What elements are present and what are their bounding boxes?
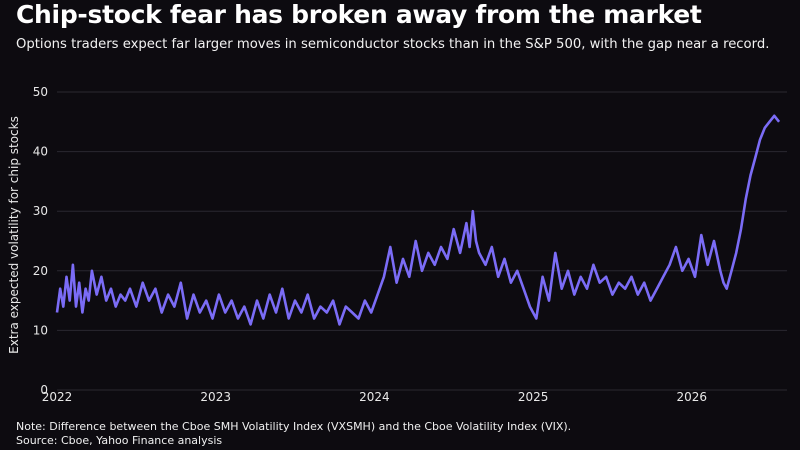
series-group (55, 114, 781, 326)
chart-subtitle: Options traders expect far larger moves … (16, 37, 770, 52)
y-axis-label: Extra expected volatility for chip stock… (7, 116, 21, 354)
gridlines (57, 91, 787, 391)
x-tick-label: 2024 (359, 390, 390, 404)
y-axis-ticks: 0 10 20 30 40 50 (33, 85, 48, 397)
y-tick-label: 10 (33, 323, 48, 337)
x-tick-label: 2026 (677, 390, 708, 404)
x-axis-ticks: 2022 2023 2024 2025 2026 (42, 390, 707, 404)
y-tick-label: 40 (33, 145, 48, 159)
chart-source: Source: Cboe, Yahoo Finance analysis (16, 434, 223, 447)
y-tick-label: 50 (33, 85, 48, 99)
chart-note: Note: Difference between the Cboe SMH Vo… (16, 420, 572, 433)
y-tick-label: 0 (40, 383, 48, 397)
chart-title: Chip-stock fear has broken away from the… (16, 0, 702, 29)
y-tick-label: 30 (33, 204, 48, 218)
x-tick-label: 2023 (200, 390, 231, 404)
y-tick-label: 20 (33, 264, 48, 278)
series-line-0 (55, 114, 781, 326)
x-tick-label: 2022 (42, 390, 73, 404)
x-tick-label: 2025 (518, 390, 549, 404)
